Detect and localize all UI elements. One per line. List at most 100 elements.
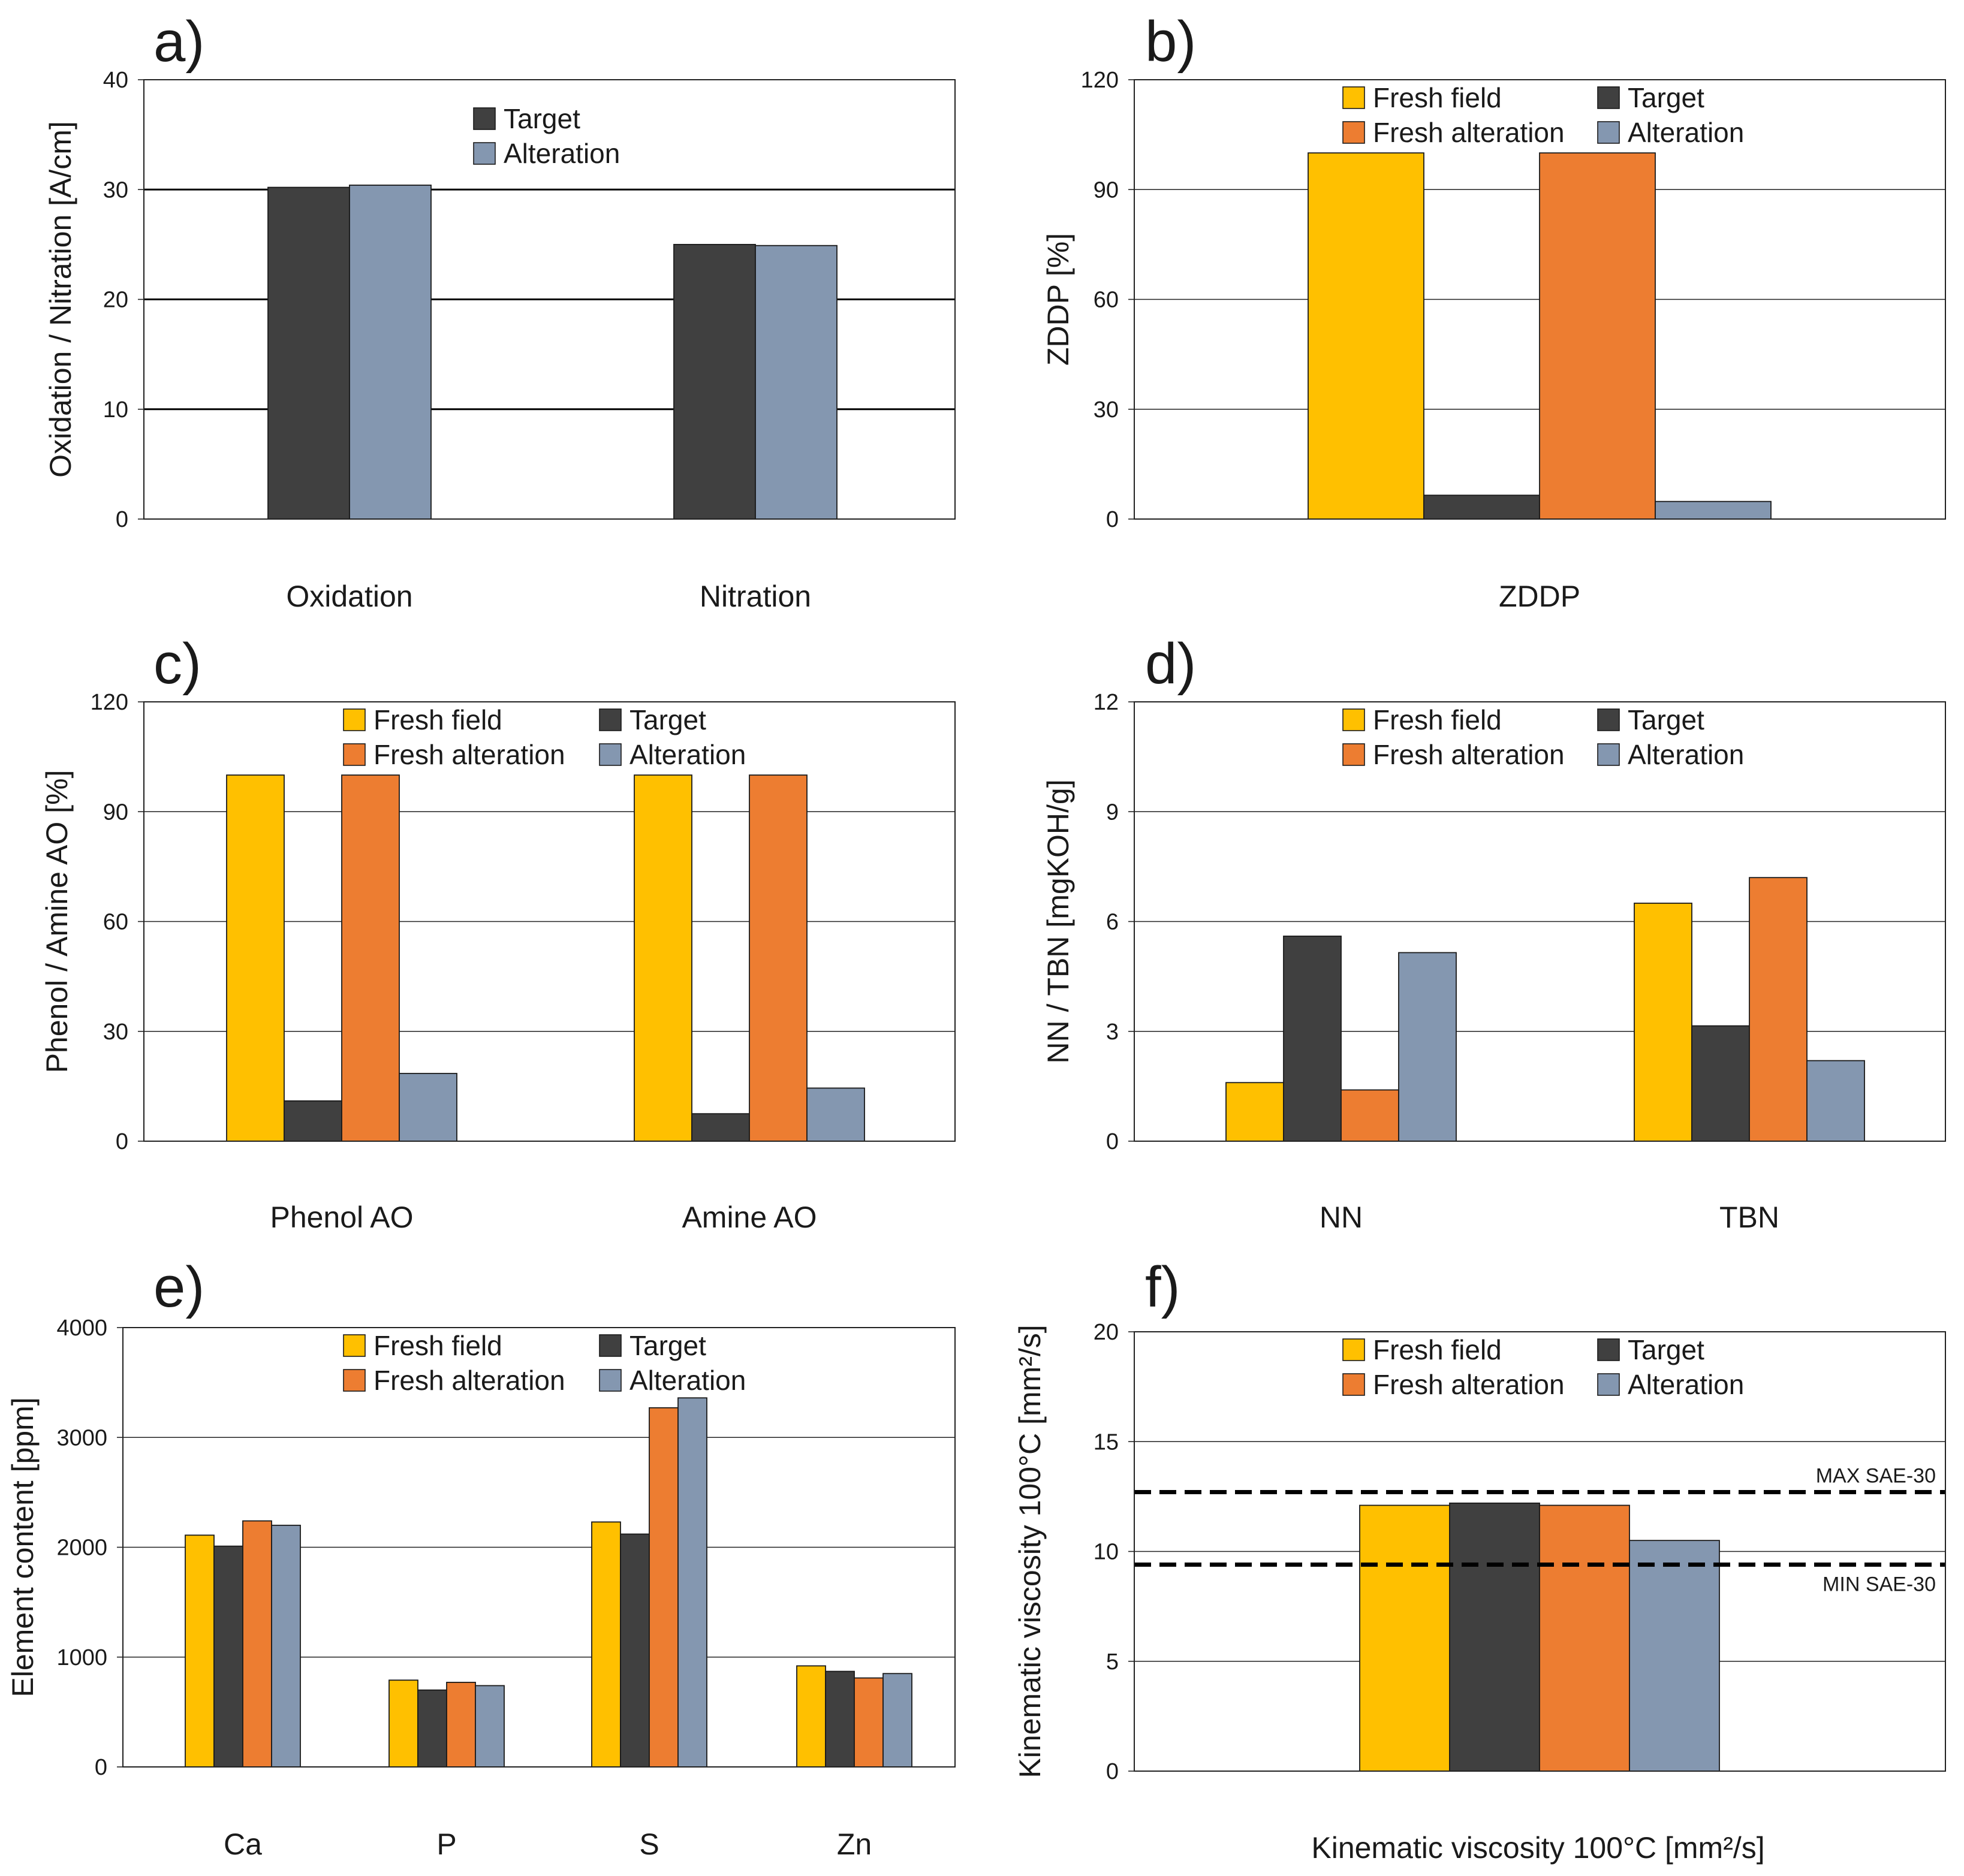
bar-fresh-field-zn bbox=[796, 1665, 826, 1768]
y-tick-label: 20 bbox=[103, 288, 128, 313]
bar-alteration-p bbox=[475, 1685, 505, 1768]
y-tick-label: 0 bbox=[1106, 1129, 1119, 1154]
bar-fresh-field-amine-ao bbox=[634, 774, 692, 1142]
legend-swatch bbox=[1597, 1338, 1620, 1361]
legend: Fresh field Target Fresh alteration Alterat… bbox=[343, 1330, 746, 1396]
panel-b: 0 30 60 90 120 ZDDP ZDDP [%] b) Fresh field Targe… bbox=[1041, 10, 1946, 613]
legend: Fresh field Target Fresh alteration Alterat… bbox=[1342, 704, 1744, 770]
legend-swatch bbox=[343, 743, 366, 766]
legend-label: Alteration bbox=[1628, 117, 1744, 148]
y-tick-label: 1000 bbox=[56, 1645, 107, 1670]
legend-label: Target bbox=[629, 1330, 706, 1361]
plot-frame bbox=[1134, 79, 1946, 520]
bar-fresh-field-s bbox=[591, 1521, 621, 1768]
bar-target-zn bbox=[825, 1670, 855, 1768]
y-tick-label: 10 bbox=[1094, 1540, 1119, 1565]
category-label: Phenol AO bbox=[270, 1201, 413, 1234]
category-label: NN bbox=[1320, 1201, 1363, 1234]
y-tick-label: 0 bbox=[116, 1129, 128, 1154]
legend-label: Fresh field bbox=[373, 1330, 502, 1361]
panel-f: 0 5 10 15 20 MAX SAE-30 MIN SAE-30 Kinematic vi… bbox=[1013, 1255, 1946, 1865]
y-tick-label: 2000 bbox=[56, 1536, 107, 1561]
y-tick-label: 0 bbox=[95, 1755, 107, 1780]
bar-alteration-amine-ao bbox=[806, 1087, 865, 1142]
bar-target-ca bbox=[213, 1545, 243, 1768]
panel-label: a) bbox=[153, 10, 204, 74]
legend-swatch bbox=[1597, 121, 1620, 144]
y-tick-label: 30 bbox=[103, 177, 128, 203]
legend-swatch bbox=[1597, 86, 1620, 109]
legend: Fresh field Target Fresh alteration Alterat… bbox=[1342, 82, 1744, 148]
y-tick-label: 9 bbox=[1106, 800, 1119, 825]
y-tick-label: 3000 bbox=[56, 1425, 107, 1450]
legend-swatch bbox=[1342, 121, 1365, 144]
category-label: TBN bbox=[1719, 1201, 1779, 1234]
y-tick-label: 3 bbox=[1106, 1020, 1119, 1045]
y-tick-label: 30 bbox=[103, 1020, 128, 1045]
bar-fresh-alteration-p bbox=[446, 1681, 476, 1768]
y-axis-label: Oxidation / Nitration [A/cm] bbox=[44, 121, 77, 478]
plot-frame bbox=[1134, 1331, 1946, 1772]
bar-target-nn bbox=[1283, 936, 1342, 1142]
plot-frame bbox=[143, 701, 956, 1142]
legend-label: Target bbox=[1628, 1334, 1704, 1365]
y-tick-label: 12 bbox=[1094, 690, 1119, 715]
category-label: Amine AO bbox=[682, 1201, 817, 1234]
y-tick-label: 5 bbox=[1106, 1649, 1119, 1675]
bar-target-nitration bbox=[673, 243, 756, 520]
bar-fresh-alteration-phenol-ao bbox=[341, 774, 400, 1142]
legend-label: Fresh field bbox=[1373, 82, 1502, 113]
legend-swatch bbox=[599, 708, 622, 731]
panel-label: c) bbox=[153, 632, 201, 696]
y-tick-label: 0 bbox=[1106, 1759, 1119, 1784]
bar-fresh-field-tbn bbox=[1634, 903, 1692, 1142]
y-tick-label: 40 bbox=[103, 68, 128, 93]
panel-e: 0 1000 2000 3000 4000 Ca P S Zn Element content [… bbox=[6, 1255, 956, 1861]
plot-frame bbox=[1134, 701, 1946, 1142]
bar-fresh-alteration-zn bbox=[854, 1677, 884, 1768]
legend-swatch bbox=[1342, 743, 1365, 766]
legend-label: Alteration bbox=[1628, 1369, 1744, 1400]
bar-alteration-nitration bbox=[755, 245, 838, 520]
legend-label: Alteration bbox=[629, 739, 746, 770]
bar-fresh-alteration-amine-ao bbox=[749, 774, 808, 1142]
y-tick-label: 120 bbox=[1081, 68, 1119, 93]
legend-label: Fresh alteration bbox=[373, 1365, 565, 1396]
bar-alteration-value bbox=[1629, 1540, 1720, 1772]
bar-fresh-field-zddp bbox=[1308, 152, 1424, 520]
bar-fresh-field-ca bbox=[185, 1534, 215, 1768]
legend-label: Alteration bbox=[629, 1365, 746, 1396]
bar-alteration-phenol-ao bbox=[399, 1073, 457, 1142]
legend-swatch bbox=[1342, 1338, 1365, 1361]
y-axis-label: NN / TBN [mgKOH/g] bbox=[1041, 779, 1075, 1063]
bar-fresh-field-p bbox=[388, 1679, 418, 1768]
legend-swatch bbox=[1342, 1373, 1365, 1396]
bar-target-p bbox=[417, 1689, 447, 1768]
legend-swatch bbox=[1342, 708, 1365, 731]
legend-swatch bbox=[343, 1334, 366, 1357]
y-tick-label: 4000 bbox=[56, 1316, 107, 1341]
y-axis-label: Element content [ppm] bbox=[6, 1397, 40, 1697]
y-tick-label: 90 bbox=[103, 800, 128, 825]
bar-target-value bbox=[1449, 1502, 1540, 1772]
legend-swatch bbox=[1597, 708, 1620, 731]
bar-fresh-alteration-tbn bbox=[1749, 877, 1808, 1142]
category-label: S bbox=[639, 1827, 659, 1861]
category-label: P bbox=[436, 1827, 456, 1861]
legend-swatch bbox=[473, 107, 496, 130]
legend-label: Alteration bbox=[504, 138, 620, 169]
y-tick-label: 15 bbox=[1094, 1429, 1119, 1455]
bar-target-s bbox=[620, 1533, 650, 1768]
bar-fresh-field-nn bbox=[1225, 1082, 1284, 1142]
bar-alteration-zddp bbox=[1655, 500, 1772, 520]
y-tick-label: 6 bbox=[1106, 910, 1119, 935]
legend-label: Fresh field bbox=[1373, 1334, 1502, 1365]
legend: Fresh field Target Fresh alteration Alterat… bbox=[343, 704, 746, 770]
bar-target-amine-ao bbox=[691, 1113, 750, 1142]
bar-fresh-alteration-value bbox=[1539, 1504, 1630, 1772]
legend-swatch bbox=[1597, 1373, 1620, 1396]
panel-label: d) bbox=[1145, 632, 1196, 696]
legend-swatch bbox=[599, 1369, 622, 1392]
legend-swatch bbox=[599, 743, 622, 766]
